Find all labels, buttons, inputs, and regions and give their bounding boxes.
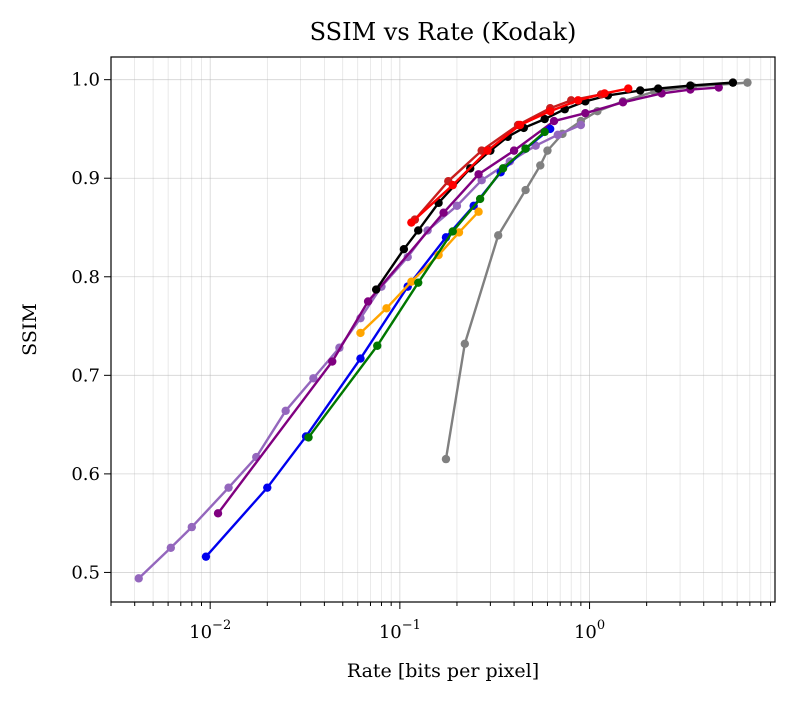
data-point xyxy=(414,278,423,287)
data-point xyxy=(356,328,365,338)
data-point xyxy=(540,114,549,124)
series-line xyxy=(359,210,480,334)
data-point xyxy=(309,374,318,383)
data-point xyxy=(714,83,723,92)
series-line xyxy=(444,81,748,460)
data-point xyxy=(371,285,381,294)
series-line xyxy=(413,93,602,221)
data-point xyxy=(439,208,448,217)
data-point xyxy=(743,78,752,87)
series-line xyxy=(137,123,582,580)
data-point xyxy=(399,244,409,254)
data-point xyxy=(475,194,485,204)
data-point xyxy=(382,304,391,313)
data-point xyxy=(201,552,211,561)
data-point xyxy=(536,161,545,170)
data-point xyxy=(618,98,628,107)
data-point xyxy=(281,406,290,416)
data-point xyxy=(515,120,525,130)
y-tick-label: 0.5 xyxy=(71,562,100,583)
data-point xyxy=(460,339,470,348)
series-1 xyxy=(134,120,586,583)
y-tick-label: 1.0 xyxy=(71,70,100,91)
series-4 xyxy=(356,207,483,338)
data-point xyxy=(728,78,738,87)
x-axis-label: Rate [bits per pixel] xyxy=(347,660,539,682)
data-point xyxy=(474,207,483,216)
series-2 xyxy=(213,83,723,518)
data-point xyxy=(166,543,176,552)
data-point xyxy=(187,522,196,532)
data-point xyxy=(448,227,457,236)
data-point xyxy=(452,201,462,211)
plot-series xyxy=(134,78,752,583)
y-axis-label: SSIM xyxy=(19,303,41,356)
data-point xyxy=(540,127,549,137)
data-point xyxy=(356,354,365,363)
data-point xyxy=(545,107,555,116)
data-point xyxy=(498,164,508,173)
x-tick-label: 10−1 xyxy=(379,618,421,643)
data-point xyxy=(483,146,492,155)
data-point xyxy=(494,231,503,240)
data-point xyxy=(454,228,464,237)
series-8 xyxy=(407,84,633,227)
series-line xyxy=(307,130,546,439)
data-point xyxy=(581,108,590,118)
grid xyxy=(110,57,775,602)
data-point xyxy=(624,84,633,93)
axis-ticks: 10−2 10−1 100 0.5 0.6 0.7 0.8 0.9 1.0 xyxy=(71,70,772,643)
series-line xyxy=(217,86,719,515)
data-point xyxy=(213,509,223,518)
data-point xyxy=(414,226,423,235)
data-point xyxy=(600,89,609,98)
data-point xyxy=(521,185,530,195)
data-point xyxy=(573,96,583,105)
data-point xyxy=(328,357,337,366)
data-point xyxy=(686,81,695,90)
data-point xyxy=(653,84,663,93)
data-point xyxy=(509,146,519,155)
data-point xyxy=(441,454,451,464)
data-point xyxy=(224,483,233,492)
data-point xyxy=(549,116,559,126)
y-tick-label: 0.9 xyxy=(71,168,100,189)
data-point xyxy=(576,120,586,130)
data-point xyxy=(474,170,483,179)
x-tick-label: 100 xyxy=(574,618,605,643)
series-0 xyxy=(441,78,752,464)
data-point xyxy=(373,341,382,350)
data-point xyxy=(543,146,552,155)
data-point xyxy=(636,86,645,95)
data-point xyxy=(407,277,416,286)
data-point xyxy=(448,180,457,190)
plot-frame xyxy=(110,56,776,603)
data-point xyxy=(363,297,373,306)
data-point xyxy=(304,433,313,442)
y-tick-label: 0.7 xyxy=(71,365,100,386)
series-line xyxy=(410,87,629,224)
x-tick-label: 10−2 xyxy=(189,618,231,643)
y-tick-label: 0.8 xyxy=(71,267,100,288)
chart-title: SSIM vs Rate (Kodak) xyxy=(310,18,577,46)
data-point xyxy=(553,130,562,140)
data-point xyxy=(134,574,143,583)
data-point xyxy=(263,483,272,492)
data-point xyxy=(521,144,530,153)
series-5 xyxy=(304,127,549,442)
series-line xyxy=(375,81,734,291)
data-point xyxy=(407,218,416,227)
y-tick-label: 0.6 xyxy=(71,464,100,485)
